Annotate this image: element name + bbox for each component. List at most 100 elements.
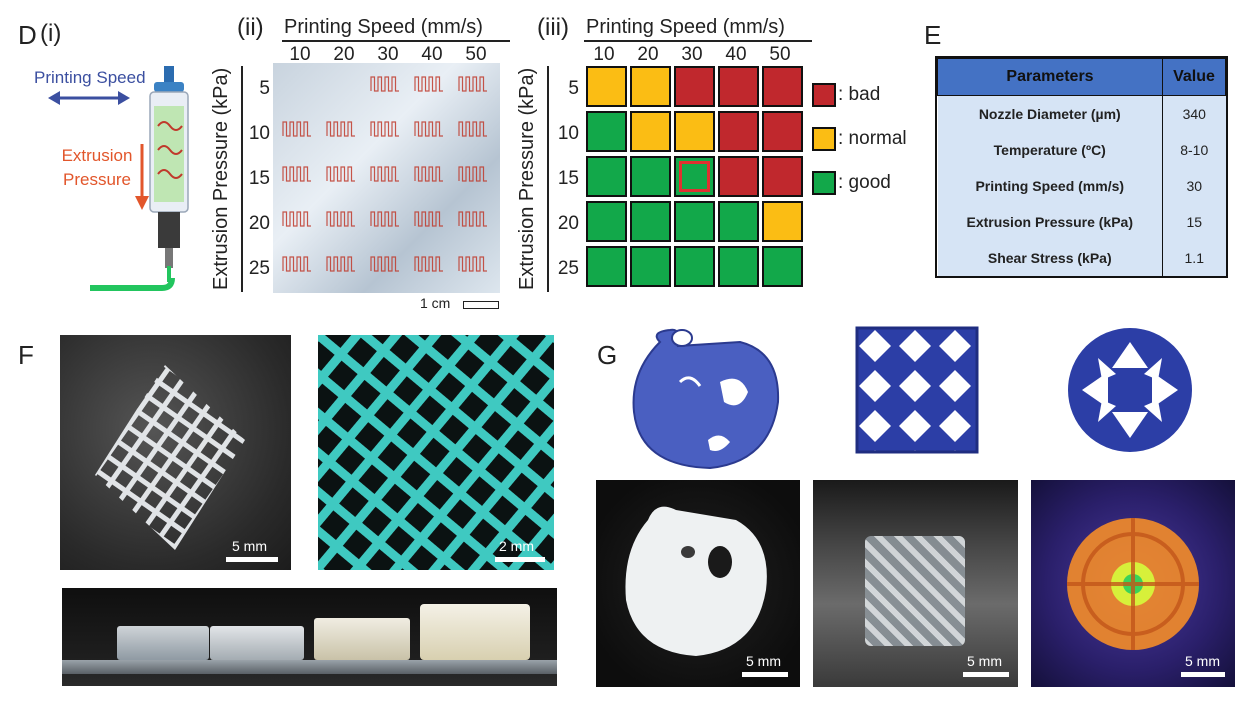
- legend-swatch-normal: [812, 127, 836, 151]
- printed-heart-photo: 5 mm: [596, 480, 800, 687]
- param-value: 8-10: [1162, 132, 1226, 168]
- ii-x-tick: 50: [465, 44, 487, 65]
- scale-label-1cm: 1 cm: [420, 295, 451, 311]
- panel-letter-f: F: [18, 340, 34, 370]
- printed-line-sample: [282, 211, 311, 227]
- extrusion-arrow-icon: [135, 144, 149, 210]
- printed-line-sample: [370, 256, 399, 272]
- heatmap-cell-bad: [762, 156, 803, 197]
- ii-y-tick: 15: [248, 167, 270, 189]
- legend-swatch-good: [812, 171, 836, 195]
- heatmap-cell-good: [630, 246, 671, 287]
- heatmap-cell-good: [674, 156, 715, 197]
- heatmap-cell-normal: [762, 201, 803, 242]
- ii-x-tick: 20: [333, 44, 355, 65]
- scaffold-block-1: [117, 626, 209, 660]
- heatmap-cell-bad: [762, 66, 803, 107]
- printed-line-sample: [414, 211, 443, 227]
- param-value: 30: [1162, 168, 1226, 204]
- param-name: Printing Speed (mm/s): [937, 168, 1163, 204]
- parameters-table-wrapper: Parameters Value Nozzle Diameter (µm) 34…: [935, 56, 1228, 278]
- legend-label-good: : good: [838, 172, 891, 193]
- parameters-table: Parameters Value Nozzle Diameter (µm) 34…: [937, 58, 1226, 276]
- panel-letter-d: D: [18, 20, 37, 50]
- syringe-icon: [149, 66, 189, 282]
- ii-x-tick: 10: [289, 44, 311, 65]
- printing-speed-label: Printing Speed: [34, 68, 146, 87]
- iii-y-tick: 20: [557, 212, 579, 234]
- param-name: Temperature (ºC): [937, 132, 1163, 168]
- printed-line-sample: [326, 256, 355, 272]
- printed-line-sample: [414, 166, 443, 182]
- iii-x-tick: 40: [725, 44, 747, 65]
- scale-bar-1cm: [463, 301, 499, 309]
- scale-bar-5mm-g3: [1181, 672, 1225, 677]
- printed-line-sample: [370, 166, 399, 182]
- panel-letter-g: G: [597, 340, 618, 370]
- scale-label-5mm-g1: 5 mm: [746, 653, 781, 669]
- printed-line-sample: [326, 166, 355, 182]
- heatmap-cell-bad: [718, 66, 759, 107]
- cubic-lattice-render: [855, 326, 979, 454]
- ii-y-tick: 5: [259, 77, 270, 99]
- printed-line-sample: [282, 166, 311, 182]
- ii-y-tick: 10: [248, 122, 270, 144]
- printed-line-sample: [282, 121, 311, 137]
- printed-line-sample: [326, 121, 355, 137]
- printed-line-sample: [282, 256, 311, 272]
- heatmap-cell-bad: [674, 66, 715, 107]
- ii-y-tick: 25: [248, 257, 270, 279]
- heatmap-cell-bad: [718, 111, 759, 152]
- printing-direction-arrow-icon: [48, 91, 130, 105]
- heart-model-render: [632, 328, 780, 470]
- panel-d-sub-iii: (iii): [537, 14, 569, 41]
- table-row: Printing Speed (mm/s) 30: [937, 168, 1226, 204]
- table-row: Temperature (ºC) 8-10: [937, 132, 1226, 168]
- scale-label-5mm-g2: 5 mm: [967, 653, 1002, 669]
- iii-x-axis-rule: [584, 40, 812, 42]
- printed-cube-lattice: [865, 536, 965, 646]
- param-name: Extrusion Pressure (kPa): [937, 204, 1163, 240]
- heatmap-cell-good: [674, 201, 715, 242]
- printed-line-sample: [458, 121, 487, 137]
- heatmap-cell-normal: [630, 66, 671, 107]
- heatmap-cell-good: [674, 246, 715, 287]
- heatmap-cell-good: [586, 156, 627, 197]
- ii-x-axis-title: Printing Speed (mm/s): [284, 16, 483, 38]
- scale-bar-2mm: [495, 557, 545, 562]
- iii-y-tick: 5: [568, 77, 579, 99]
- legend-swatch-bad: [812, 83, 836, 107]
- scaffold-blocks-photo: [62, 588, 557, 686]
- iii-x-tick: 10: [593, 44, 615, 65]
- ii-x-tick: 40: [421, 44, 443, 65]
- glass-slide: [62, 660, 557, 674]
- printed-line-sample: [414, 76, 443, 92]
- panel-d-sub-i: (i): [40, 20, 62, 47]
- optimal-highlight: [679, 161, 710, 192]
- printed-line-sample: [458, 76, 487, 92]
- iii-y-tick: 25: [557, 257, 579, 279]
- param-name: Nozzle Diameter (µm): [937, 95, 1163, 132]
- ii-y-axis-title: Extrusion Pressure (kPa): [210, 67, 232, 290]
- table-row: Nozzle Diameter (µm) 340: [937, 95, 1226, 132]
- scaffold-block-2: [210, 626, 304, 660]
- ii-x-tick: 30: [377, 44, 399, 65]
- printed-line-sample: [458, 166, 487, 182]
- lattice-scaffold-photo: 5 mm: [60, 335, 291, 570]
- iii-y-axis-rule: [547, 66, 549, 292]
- heatmap-cell-good: [718, 246, 759, 287]
- printed-line-sample: [458, 211, 487, 227]
- printed-sphere-lattice-photo: 5 mm: [1031, 480, 1235, 687]
- scale-label-2mm: 2 mm: [499, 538, 534, 554]
- iii-x-tick: 20: [637, 44, 659, 65]
- heatmap-cell-good: [762, 246, 803, 287]
- printed-line-sample: [414, 256, 443, 272]
- printed-line-sample: [414, 121, 443, 137]
- scale-bar-5mm-f: [226, 557, 278, 562]
- legend-label-normal: : normal: [838, 128, 907, 149]
- panel-d-sub-ii: (ii): [237, 14, 264, 41]
- sphere-lattice-render: [1068, 328, 1192, 452]
- param-name: Shear Stress (kPa): [937, 240, 1163, 276]
- fluorescent-lattice-photo: 2 mm: [318, 335, 554, 570]
- table-header-parameters: Parameters: [937, 58, 1163, 96]
